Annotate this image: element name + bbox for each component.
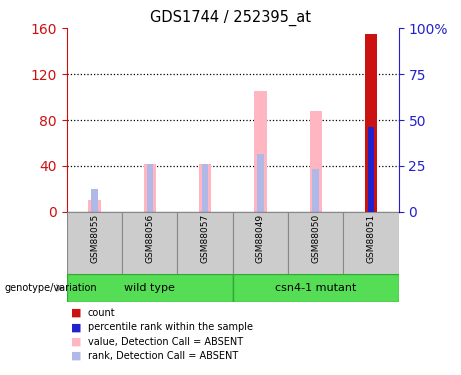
Text: GSM88056: GSM88056	[145, 214, 154, 263]
Bar	[233, 274, 399, 302]
Bar	[89, 200, 100, 212]
Text: rank, Detection Call = ABSENT: rank, Detection Call = ABSENT	[88, 351, 238, 361]
Bar	[67, 212, 122, 274]
Bar	[257, 154, 264, 212]
Bar	[122, 212, 177, 274]
Bar	[254, 91, 266, 212]
Bar	[199, 164, 211, 212]
Text: csn4-1 mutant: csn4-1 mutant	[275, 283, 356, 293]
Bar	[365, 34, 377, 212]
Text: value, Detection Call = ABSENT: value, Detection Call = ABSENT	[88, 337, 242, 346]
Bar	[147, 164, 153, 212]
Text: ■: ■	[71, 322, 82, 332]
Bar	[310, 111, 322, 212]
Text: count: count	[88, 308, 115, 318]
Text: ■: ■	[71, 308, 82, 318]
Bar	[91, 189, 98, 212]
Bar	[144, 164, 156, 212]
Text: GSM88055: GSM88055	[90, 214, 99, 263]
Bar	[368, 128, 374, 212]
Bar	[67, 274, 233, 302]
Text: GSM88049: GSM88049	[256, 214, 265, 263]
Text: GSM88051: GSM88051	[366, 214, 376, 263]
Text: ■: ■	[71, 351, 82, 361]
Text: GSM88057: GSM88057	[201, 214, 210, 263]
Text: ■: ■	[71, 337, 82, 346]
Text: GSM88050: GSM88050	[311, 214, 320, 263]
Bar	[313, 170, 319, 212]
Bar	[233, 212, 288, 274]
Bar	[288, 212, 343, 274]
Bar	[343, 212, 399, 274]
Text: wild type: wild type	[124, 283, 175, 293]
Text: percentile rank within the sample: percentile rank within the sample	[88, 322, 253, 332]
Bar	[177, 212, 233, 274]
Text: GDS1744 / 252395_at: GDS1744 / 252395_at	[150, 9, 311, 26]
Bar	[202, 164, 208, 212]
Text: genotype/variation: genotype/variation	[5, 283, 97, 293]
